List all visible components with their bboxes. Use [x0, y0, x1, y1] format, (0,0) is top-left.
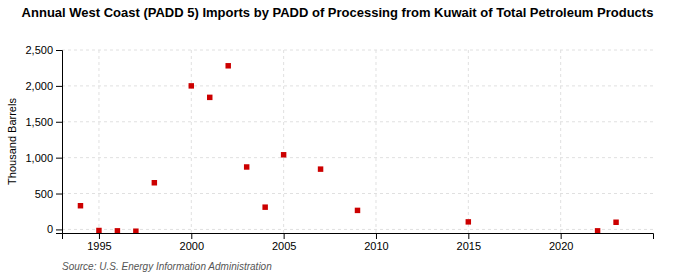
tick-mark	[468, 233, 469, 239]
tick-label: 1,000	[25, 152, 53, 164]
tick-label: 0	[47, 223, 53, 235]
point	[207, 95, 212, 100]
tick-mark	[376, 233, 377, 239]
point	[244, 164, 249, 169]
point	[262, 204, 267, 209]
point	[133, 228, 138, 233]
point	[189, 83, 194, 88]
grid-line	[98, 50, 99, 233]
tick-label: 2010	[364, 240, 388, 252]
chart: 1995 2000 2005 2010 2015 2020 0 500 1,000 1,500 2,…	[0, 0, 675, 275]
tick-mark	[284, 233, 285, 239]
grid-line	[375, 50, 376, 233]
point	[225, 63, 230, 68]
marks	[78, 63, 619, 233]
y-axis-label: Thousand Barrels	[6, 98, 18, 185]
tick-label: 2020	[549, 240, 573, 252]
tick-mark	[56, 50, 62, 51]
tick: 1995	[87, 233, 111, 252]
tick: 2005	[272, 233, 296, 252]
tick-label: 1995	[87, 240, 111, 252]
tick-mark	[191, 233, 192, 239]
point	[595, 228, 600, 233]
tick: 2,000	[25, 80, 62, 92]
tick-mark	[56, 229, 62, 230]
tick-label: 2015	[457, 240, 481, 252]
tick: 2010	[364, 233, 388, 252]
grid-line	[468, 50, 469, 233]
grid-line	[62, 229, 653, 230]
grid-line	[62, 121, 653, 122]
grid-line	[62, 85, 653, 86]
point	[115, 228, 120, 233]
source: Source: U.S. Energy Information Administ…	[62, 261, 272, 272]
tick-label: 1,500	[25, 116, 53, 128]
plot-area: 1995 2000 2005 2010 2015 2020 0 500 1,000 1,500 2,…	[25, 44, 653, 252]
tick-mark	[99, 233, 100, 239]
axis-line	[56, 51, 63, 234]
grid-line	[62, 50, 653, 51]
point	[613, 219, 618, 224]
axis-line	[63, 234, 654, 240]
grid-line	[283, 50, 284, 233]
tick-mark	[56, 158, 62, 159]
x-axis: 1995 2000 2005 2010 2015 2020	[63, 233, 654, 252]
tick: 1,000	[25, 152, 62, 164]
title: Annual West Coast (PADD 5) Imports by PA…	[22, 5, 654, 20]
tick: 2000	[180, 233, 204, 252]
grid-line	[62, 193, 653, 194]
tick: 2020	[549, 233, 573, 252]
tick-label: 2,500	[25, 44, 53, 56]
tick-mark	[561, 233, 562, 239]
tick: 0	[47, 223, 62, 235]
tick: 2,500	[25, 44, 62, 56]
tick: 1,500	[25, 116, 62, 128]
tick-mark	[56, 122, 62, 123]
point	[281, 152, 286, 157]
point	[355, 208, 360, 213]
point	[78, 203, 83, 208]
grid-line	[62, 157, 653, 158]
tick-label: 500	[35, 188, 53, 200]
tick-label: 2000	[180, 240, 204, 252]
tick-label: 2,000	[25, 80, 53, 92]
grid-line	[560, 50, 561, 233]
point	[466, 219, 471, 224]
grid	[62, 50, 653, 233]
point	[318, 166, 323, 171]
y-axis: 0 500 1,000 1,500 2,000 2,500	[25, 44, 62, 235]
point	[96, 228, 101, 233]
grid-line	[191, 50, 192, 233]
point	[152, 180, 157, 185]
tick: 500	[35, 188, 62, 200]
tick: 2015	[457, 233, 481, 252]
tick-mark	[56, 86, 62, 87]
tick-label: 2005	[272, 240, 296, 252]
tick-mark	[56, 194, 62, 195]
